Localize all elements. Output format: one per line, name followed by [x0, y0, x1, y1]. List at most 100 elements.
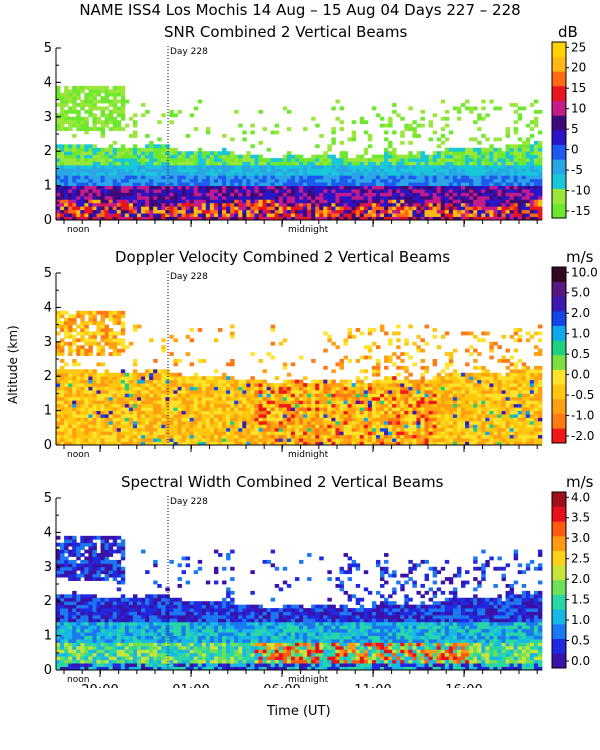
- doppler-cell: [76, 438, 81, 442]
- snr-cell: [112, 189, 118, 193]
- snr-cell: [396, 195, 401, 200]
- doppler-cell: [145, 396, 150, 401]
- snr-cell: [157, 209, 162, 214]
- snr-cell: [165, 171, 170, 176]
- doppler-cell: [141, 376, 146, 381]
- snr-cell: [303, 158, 308, 162]
- snr-cell: [197, 195, 203, 200]
- snr-cell: [185, 171, 191, 176]
- snr-cell: [363, 189, 369, 193]
- snr-cell: [521, 140, 527, 145]
- doppler-cell: [250, 400, 255, 405]
- snr-cell: [282, 164, 288, 169]
- doppler-cell: [128, 431, 134, 436]
- snr-cell: [116, 185, 122, 190]
- snr-cell: [230, 151, 235, 156]
- doppler-cell: [335, 438, 340, 442]
- snr-cell: [153, 164, 158, 169]
- doppler-cell: [128, 410, 134, 415]
- snr-cell: [335, 178, 340, 183]
- doppler-cell: [213, 407, 219, 411]
- snr-cell: [226, 175, 231, 180]
- snr-cell: [331, 140, 336, 145]
- doppler-cell: [335, 362, 340, 367]
- doppler-cell: [112, 410, 118, 415]
- doppler-cell: [112, 331, 118, 336]
- doppler-cell: [169, 420, 174, 425]
- doppler-cell: [161, 410, 166, 415]
- doppler-cell: [371, 396, 377, 401]
- snr-cell: [416, 182, 421, 186]
- doppler-cell: [363, 420, 369, 425]
- snr-cell: [96, 92, 101, 97]
- snr-cell: [465, 185, 470, 190]
- snr-cell: [477, 202, 482, 207]
- doppler-cell: [197, 359, 203, 363]
- doppler-cell: [367, 403, 373, 408]
- snr-cell: [319, 192, 324, 197]
- snr-cell: [278, 185, 284, 190]
- doppler-cell: [327, 379, 332, 384]
- doppler-cell: [392, 383, 397, 387]
- doppler-cell: [355, 400, 361, 405]
- snr-cell: [367, 182, 373, 186]
- snr-cell: [56, 199, 61, 204]
- doppler-cell: [347, 386, 353, 391]
- snr-cell: [359, 202, 365, 207]
- snr-cell: [448, 199, 454, 204]
- doppler-cell: [173, 359, 178, 363]
- snr-cell: [335, 182, 340, 186]
- doppler-cell: [286, 393, 292, 398]
- snr-cell: [80, 106, 85, 111]
- snr-cell: [456, 189, 462, 193]
- snr-cell: [282, 209, 288, 214]
- doppler-cell: [84, 321, 89, 325]
- snr-cell: [286, 202, 292, 207]
- snr-cell: [88, 192, 93, 197]
- snr-cell: [92, 216, 97, 221]
- doppler-cell: [157, 393, 162, 398]
- doppler-cell: [64, 321, 69, 325]
- doppler-cell: [145, 372, 150, 377]
- snr-cell: [481, 206, 486, 211]
- doppler-unit: m/s: [566, 248, 594, 266]
- doppler-cell: [315, 403, 320, 408]
- snr-cell: [72, 92, 77, 97]
- doppler-cell: [177, 424, 182, 429]
- doppler-cell: [72, 328, 77, 332]
- doppler-cell: [250, 396, 255, 401]
- doppler-cell: [396, 396, 401, 401]
- snr-cell: [408, 140, 413, 145]
- doppler-cell: [266, 417, 272, 422]
- snr-cell: [181, 161, 186, 166]
- doppler-cell: [88, 310, 93, 315]
- doppler-cell: [116, 341, 122, 346]
- doppler-cell: [68, 376, 73, 381]
- doppler-cell: [363, 434, 369, 439]
- snr-cell: [72, 123, 77, 128]
- snr-cell: [169, 182, 174, 186]
- doppler-cell: [327, 424, 332, 429]
- doppler-cell: [380, 379, 385, 384]
- snr-cell: [64, 185, 69, 190]
- doppler-cell: [68, 431, 73, 436]
- snr-cell: [315, 195, 320, 200]
- snr-cell: [242, 161, 247, 166]
- snr-cell: [533, 185, 539, 190]
- snr-cell: [311, 209, 316, 214]
- snr-cell: [132, 175, 138, 180]
- snr-cell: [505, 209, 510, 214]
- snr-cell: [84, 120, 89, 125]
- snr-cell: [444, 161, 450, 166]
- snr-cell: [408, 154, 413, 159]
- doppler-cell: [108, 396, 114, 401]
- snr-cell: [388, 192, 393, 197]
- doppler-cell: [128, 417, 134, 422]
- snr-cell: [84, 209, 89, 214]
- snr-cell: [181, 195, 186, 200]
- snr-cell: [392, 199, 397, 204]
- snr-cell: [169, 161, 174, 166]
- snr-cell: [96, 171, 101, 176]
- snr-cell: [218, 151, 223, 156]
- doppler-cell: [189, 424, 195, 429]
